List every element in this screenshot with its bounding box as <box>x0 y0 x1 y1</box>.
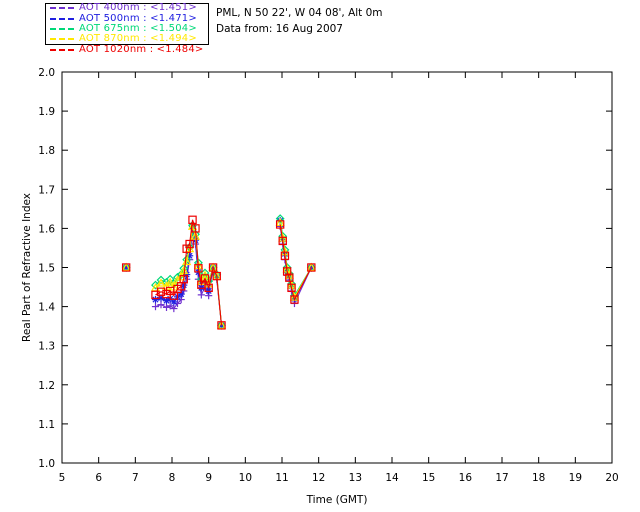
legend-line-swatch-icon <box>50 17 74 20</box>
series-markers <box>121 214 316 330</box>
legend-item-label: AOT 675nm : <1.504> <box>79 22 197 34</box>
y-axis-tick-label: 1.0 <box>38 458 55 470</box>
legend-item-500nm: AOT 500nm : <1.471> <box>46 13 226 23</box>
y-axis-tick-label: 1.8 <box>38 145 55 157</box>
x-axis-tick-label: 5 <box>59 472 66 484</box>
y-axis-tick-label: 2.0 <box>38 67 55 79</box>
x-axis-tick-label: 16 <box>459 472 473 484</box>
x-axis-tick-label: 19 <box>569 472 582 484</box>
y-axis-tick-label: 1.6 <box>38 223 55 235</box>
x-axis-tick-label: 7 <box>132 472 139 484</box>
y-axis-tick-label: 1.5 <box>38 263 55 275</box>
legend-item-870nm: AOT 870nm : <1.494> <box>46 34 226 44</box>
x-axis-tick-label: 10 <box>239 472 252 484</box>
x-axis-tick-label: 20 <box>605 472 618 484</box>
x-axis-tick-label: 18 <box>532 472 545 484</box>
legend-box <box>45 3 209 45</box>
x-axis-tick-label: 13 <box>349 472 362 484</box>
y-axis-tick-label: 1.7 <box>38 184 55 196</box>
legend-item-label: AOT 870nm : <1.494> <box>79 33 197 45</box>
x-axis-tick-label: 12 <box>312 472 325 484</box>
plot-frame <box>61 71 613 464</box>
legend-item-675nm: AOT 675nm : <1.504> <box>46 22 226 34</box>
legend-item-label: AOT 500nm : <1.471> <box>79 12 197 24</box>
y-axis-tick-label: 1.2 <box>38 380 55 392</box>
x-axis-tick-label: 8 <box>169 472 176 484</box>
x-axis-tick-label: 15 <box>422 472 435 484</box>
legend-item-1020nm: AOT 1020nm : <1.484> <box>46 43 226 55</box>
annotation-line-1: PML, N 50 22', W 04 08', Alt 0m <box>216 7 383 19</box>
legend: AOT 400nm : <1.451> AOT 500nm : <1.471> AO… <box>46 3 226 55</box>
legend-line-swatch-icon <box>50 7 74 10</box>
series-aot-1020nm <box>121 215 316 330</box>
x-axis-tick-label: 17 <box>495 472 508 484</box>
site-annotation: PML, N 50 22', W 04 08', Alt 0m Data fro… <box>216 5 383 37</box>
x-axis-tick-label: 11 <box>275 472 288 484</box>
y-axis-tick-label: 1.4 <box>38 302 55 314</box>
y-axis-title: Real Part of Refractive Index <box>21 193 33 342</box>
y-axis-tick-label: 1.3 <box>38 341 55 353</box>
legend-line-swatch-icon <box>50 27 74 30</box>
y-axis-tick-label: 1.1 <box>38 419 55 431</box>
legend-line-swatch-icon <box>50 48 74 51</box>
x-axis-tick-label: 14 <box>385 472 399 484</box>
x-axis-title: Time (GMT) <box>306 494 368 506</box>
legend-item-400nm: AOT 400nm : <1.451> <box>46 3 226 13</box>
x-axis-tick-label: 9 <box>205 472 212 484</box>
y-axis-tick-label: 1.9 <box>38 106 55 118</box>
legend-item-label: AOT 400nm : <1.451> <box>79 2 197 14</box>
legend-line-swatch-icon <box>50 38 74 41</box>
legend-item-label: AOT 1020nm : <1.484> <box>79 43 204 55</box>
annotation-line-2: Data from: 16 Aug 2007 <box>216 23 343 35</box>
series-markers <box>121 215 316 330</box>
x-axis-tick-label: 6 <box>95 472 102 484</box>
